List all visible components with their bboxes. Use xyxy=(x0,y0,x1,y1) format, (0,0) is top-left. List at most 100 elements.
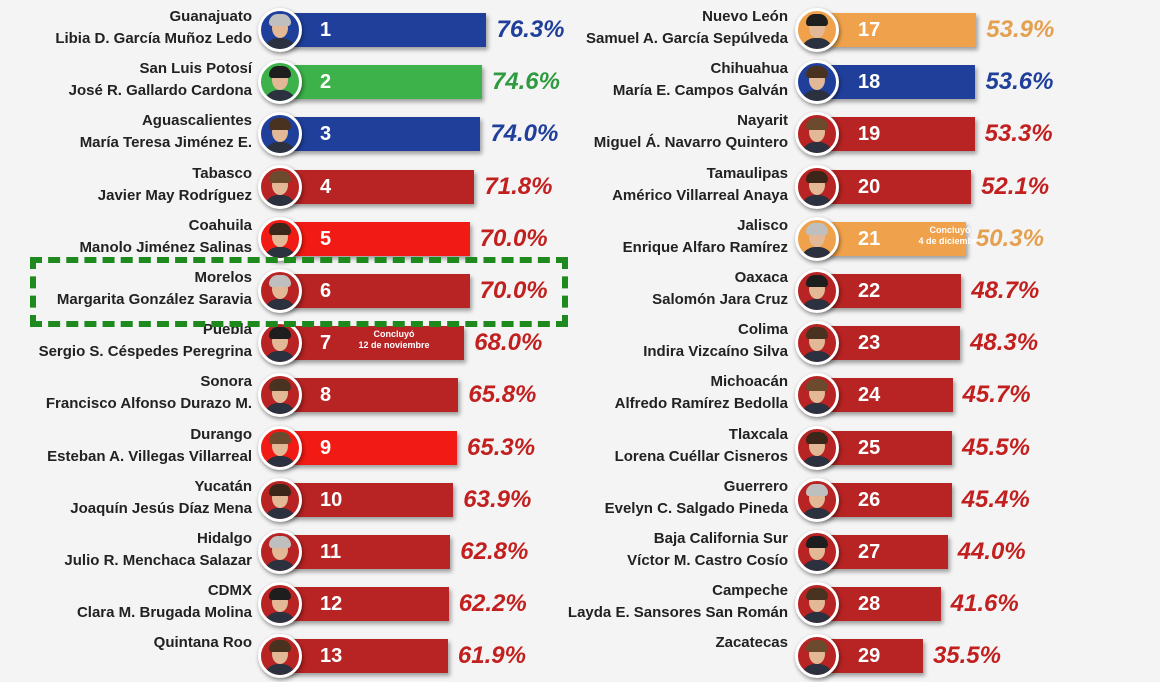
bar-rank-7 xyxy=(282,326,465,361)
rank-label: 5 xyxy=(320,227,332,250)
state-name: Nayarit xyxy=(737,112,788,130)
bar-row-rank-8: Sonora Francisco Alfonso Durazo M. 8 65.8% xyxy=(0,369,1160,421)
state-name: Aguascalientes xyxy=(141,112,252,130)
photo-body xyxy=(264,507,296,519)
rank-label: 25 xyxy=(858,436,881,459)
state-name: Colima xyxy=(737,321,788,339)
photo-body xyxy=(264,351,296,363)
bar-rank-9 xyxy=(282,430,457,465)
percentage-label: 50.3% xyxy=(975,224,1044,252)
governor-name: Francisco Alfonso Durazo M. xyxy=(45,395,252,413)
governor-name: Julio R. Menchaca Salazar xyxy=(64,552,252,569)
photo-hair xyxy=(269,222,291,235)
bar-rank-1 xyxy=(282,13,487,47)
percentage-label: 48.3% xyxy=(970,329,1039,357)
state-name: Nuevo León xyxy=(702,8,788,25)
governor-photo xyxy=(795,164,839,209)
governor-photo xyxy=(795,530,839,574)
rank-label: 1 xyxy=(320,19,332,41)
bar-rank-25 xyxy=(820,430,952,465)
governor-photo xyxy=(258,321,302,366)
bar-row-rank-5: Coahuila Manolo Jiménez Salinas 5 70.0% xyxy=(0,213,1160,265)
state-name: Guanajuato xyxy=(169,8,252,25)
governor-photo xyxy=(258,8,302,52)
photo-hair xyxy=(269,379,291,392)
completion-note-line: Concluyó xyxy=(929,224,971,235)
photo-hair xyxy=(269,170,291,183)
photo-body xyxy=(801,142,833,154)
rank-label: 24 xyxy=(858,384,881,407)
rank-label: 27 xyxy=(858,541,881,563)
photo-body xyxy=(264,246,296,258)
photo-body xyxy=(801,90,833,102)
governor-name: María E. Campos Galván xyxy=(612,82,788,100)
percentage-label: 45.5% xyxy=(961,433,1030,461)
rank-label: 22 xyxy=(858,280,881,302)
bar-row-rank-25: Tlaxcala Lorena Cuéllar Cisneros 25 45.5% xyxy=(0,422,1160,474)
governor-photo xyxy=(258,112,302,157)
governor-name: Sergio S. Céspedes Peregrina xyxy=(38,343,252,361)
photo-hair xyxy=(269,14,291,26)
photo-body xyxy=(801,455,833,467)
bar-rank-2 xyxy=(282,65,482,100)
percentage-label: 53.3% xyxy=(984,120,1053,148)
bar-row-rank-3: Aguascalientes María Teresa Jiménez E. 3 74… xyxy=(0,108,1160,160)
percentage-label: 45.7% xyxy=(962,381,1031,409)
governor-name: Joaquín Jesús Díaz Mena xyxy=(70,499,252,517)
governor-photo xyxy=(258,269,302,313)
photo-hair xyxy=(806,275,828,287)
photo-hair xyxy=(269,431,291,444)
governor-name: Evelyn C. Salgado Pineda xyxy=(604,499,788,517)
photo-hair xyxy=(269,66,291,79)
photo-hair xyxy=(806,327,828,340)
photo-body xyxy=(264,612,296,624)
governor-photo xyxy=(258,477,302,522)
completion-note-line: 4 de diciembre xyxy=(918,235,982,246)
rank-label: 28 xyxy=(858,593,881,616)
state-name: Zacatecas xyxy=(715,634,788,652)
approval-ranking-chart: Guanajuato Libia D. García Muñoz Ledo 1 76.… xyxy=(0,8,1160,679)
photo-hair xyxy=(806,118,828,131)
governor-name: María Teresa Jiménez E. xyxy=(79,134,252,152)
bar-rank-21 xyxy=(820,221,966,256)
photo-hair xyxy=(806,66,828,79)
photo-hair xyxy=(269,483,291,496)
bar-rank-18 xyxy=(820,65,976,100)
state-name: Sonora xyxy=(200,373,252,391)
governor-name: Salomón Jara Cruz xyxy=(652,291,788,308)
bar-row-rank-6: Morelos Margarita González Saravia 6 70.0% xyxy=(0,265,1160,317)
rank-label: 19 xyxy=(858,123,881,146)
bar-row-rank-9: Durango Esteban A. Villegas Villarreal 9 65… xyxy=(0,422,1160,474)
photo-hair xyxy=(806,379,828,392)
rank-label: 7 xyxy=(320,332,332,355)
percentage-label: 62.8% xyxy=(460,538,529,565)
governor-photo xyxy=(795,8,839,52)
bar-rank-17 xyxy=(820,13,977,47)
photo-hair xyxy=(269,588,291,601)
photo-body xyxy=(801,664,833,676)
governor-photo xyxy=(795,216,839,261)
bar-row-rank-4: Tabasco Javier May Rodríguez 4 71.8% xyxy=(0,161,1160,213)
photo-hair xyxy=(806,222,828,235)
rank-label: 4 xyxy=(320,175,332,198)
rank-label: 23 xyxy=(858,332,881,355)
bar-rank-23 xyxy=(820,326,961,361)
state-name: Coahuila xyxy=(188,216,252,234)
governor-name: Miguel Á. Navarro Quintero xyxy=(593,134,788,152)
completion-note-line: 12 de noviembre xyxy=(358,340,430,351)
governor-photo xyxy=(258,373,302,418)
state-name: Baja California Sur xyxy=(653,530,788,547)
governor-name: Enrique Alfaro Ramírez xyxy=(622,238,788,256)
bar-row-rank-20: Tamaulipas Américo Villarreal Anaya 20 52.1… xyxy=(0,161,1160,213)
percentage-label: 48.7% xyxy=(971,277,1040,304)
rank-label: 21 xyxy=(858,227,881,250)
bar-row-rank-11: Hidalgo Julio R. Menchaca Salazar 11 62.8% xyxy=(0,526,1160,578)
percentage-label: 70.0% xyxy=(479,224,548,252)
bar-rank-19 xyxy=(820,117,975,152)
state-name: Guerrero xyxy=(723,477,788,495)
state-name: Chihuahua xyxy=(710,60,789,78)
governor-name: Samuel A. García Sepúlveda xyxy=(585,30,788,47)
bar-row-rank-21: Jalisco Enrique Alfaro Ramírez 21 Concluyó 4… xyxy=(0,213,1160,265)
state-name: Quintana Roo xyxy=(153,634,252,652)
completion-note-line: Concluyó xyxy=(373,329,415,340)
